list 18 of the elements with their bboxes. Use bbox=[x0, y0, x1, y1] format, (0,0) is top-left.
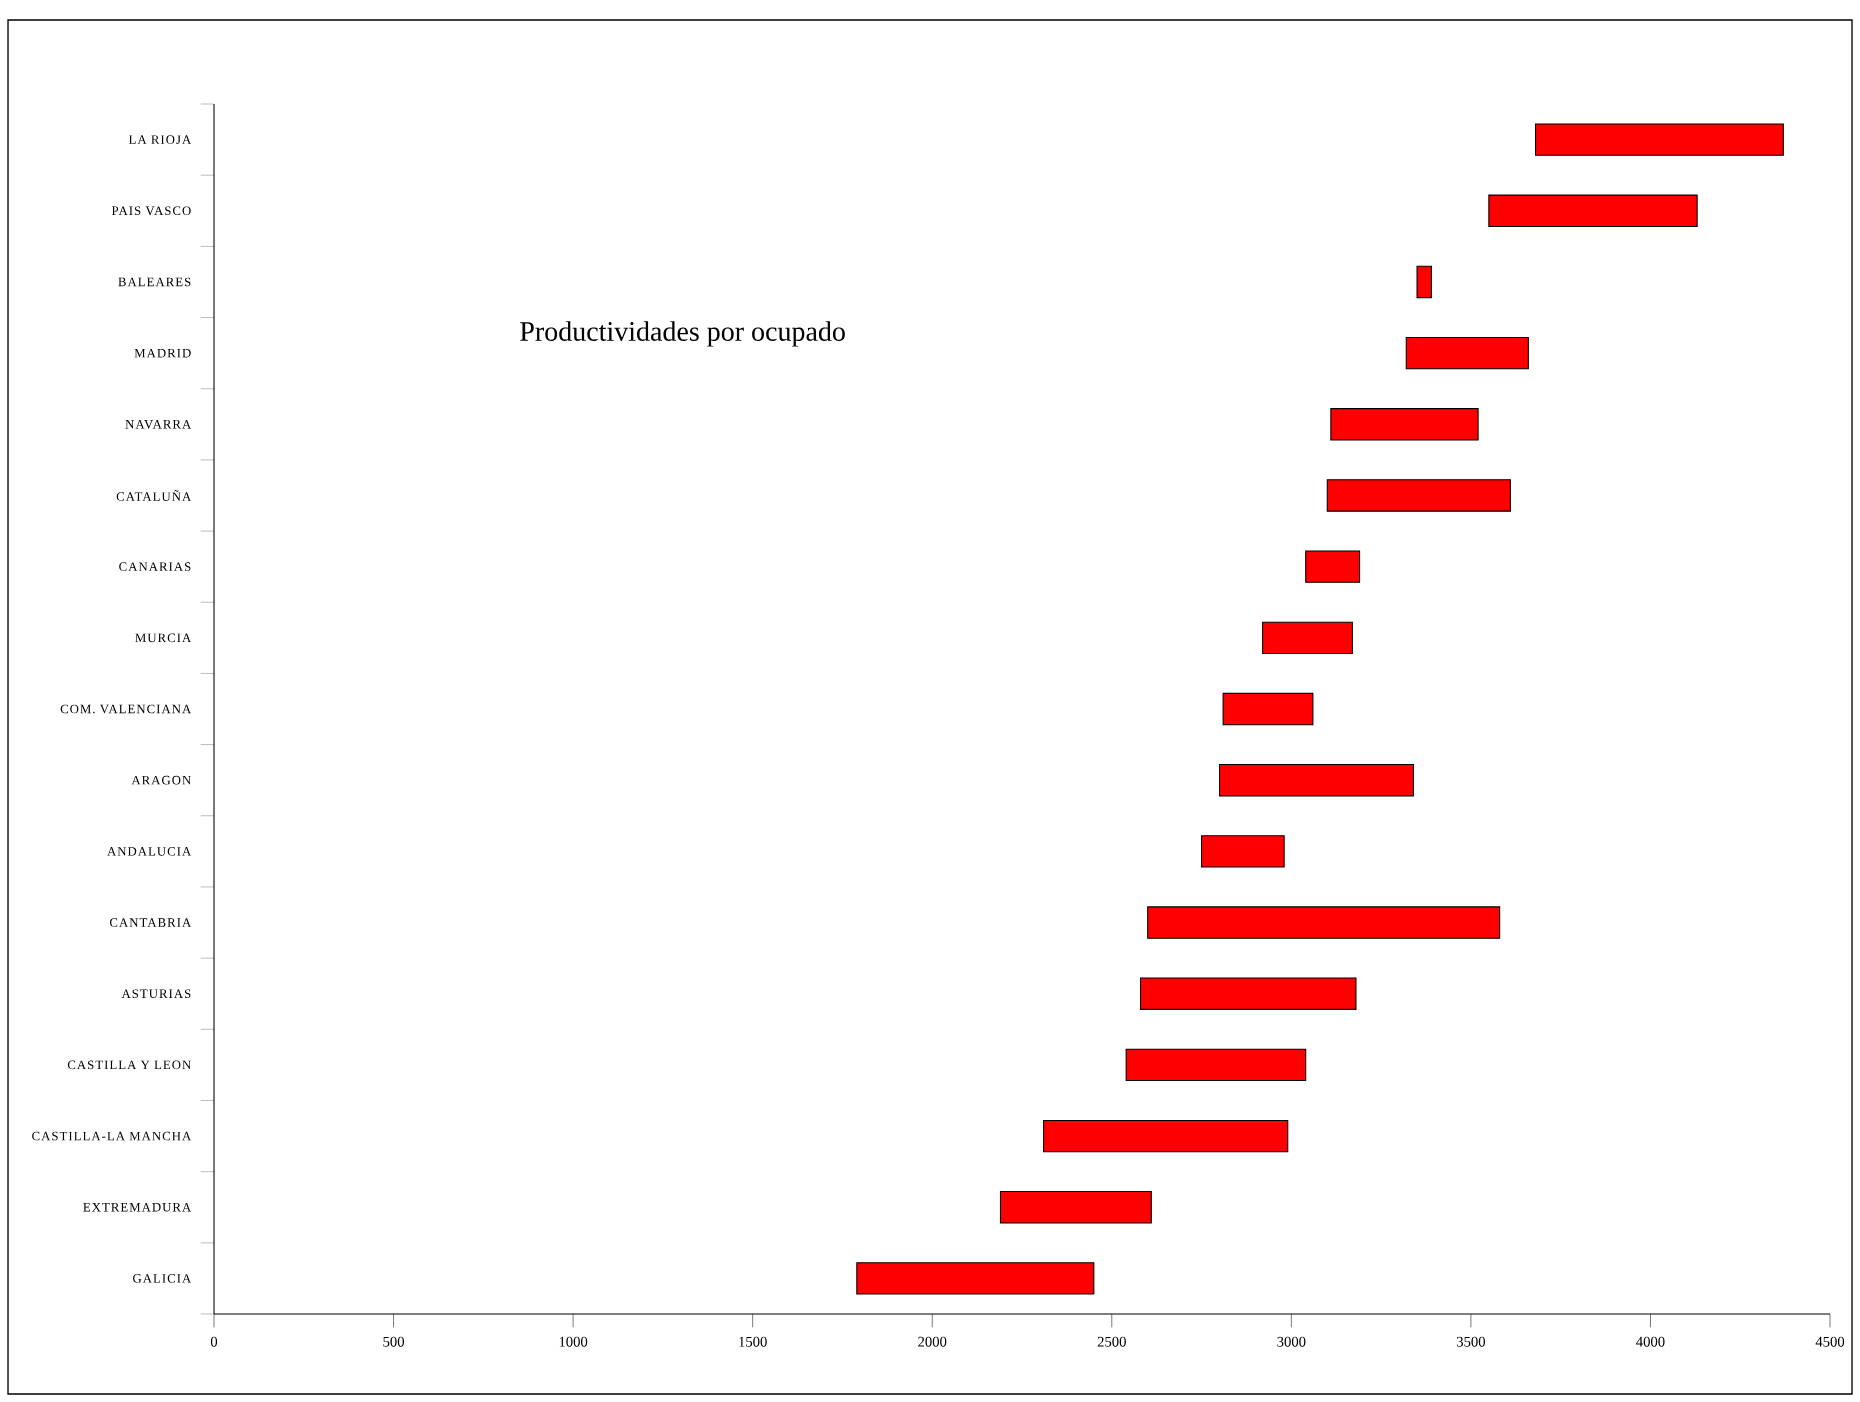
bar bbox=[856, 1262, 1095, 1295]
bar bbox=[1262, 621, 1353, 655]
bar bbox=[1326, 479, 1511, 512]
bar bbox=[1416, 265, 1432, 299]
bar bbox=[1147, 906, 1501, 939]
bar bbox=[1139, 977, 1357, 1010]
text: Productividades por ocupado bbox=[520, 321, 845, 347]
bar bbox=[1222, 692, 1314, 726]
bar bbox=[1535, 123, 1784, 156]
bar bbox=[1043, 1119, 1289, 1153]
bar bbox=[1405, 336, 1529, 370]
bar bbox=[1488, 194, 1698, 227]
bar bbox=[1201, 835, 1285, 868]
bar bbox=[1218, 763, 1414, 797]
bar bbox=[1330, 408, 1479, 441]
bar bbox=[1125, 1048, 1307, 1082]
bar bbox=[999, 1191, 1152, 1224]
bar bbox=[1305, 550, 1361, 583]
